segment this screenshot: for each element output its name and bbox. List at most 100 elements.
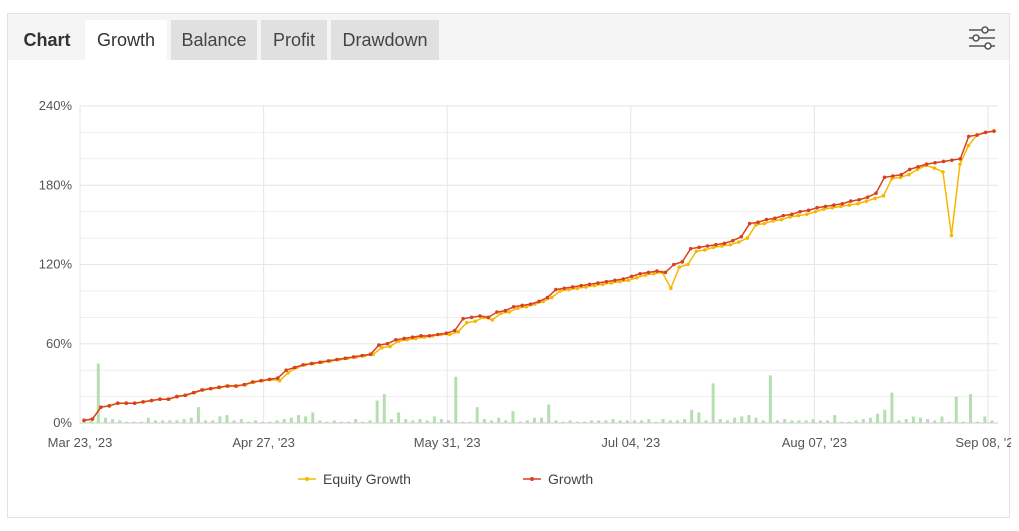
data-point [932, 166, 937, 170]
data-point [881, 194, 886, 198]
data-point [773, 216, 777, 221]
data-point [924, 162, 929, 166]
data-point [217, 385, 221, 390]
data-point [711, 245, 716, 250]
volume-bar [890, 392, 894, 423]
volume-bar [640, 420, 644, 423]
data-point [756, 220, 760, 225]
data-point [259, 378, 263, 383]
volume-bar [582, 421, 586, 423]
data-point [183, 393, 187, 398]
data-point [950, 158, 954, 162]
data-point [520, 303, 524, 308]
volume-bar [990, 420, 994, 423]
data-point [840, 201, 845, 206]
data-point [334, 357, 339, 362]
data-point [469, 315, 474, 320]
data-point [604, 279, 609, 284]
data-point [680, 260, 685, 264]
data-point [495, 310, 499, 314]
tab-chart[interactable]: Chart [23, 30, 71, 50]
sliders-icon[interactable] [967, 24, 997, 52]
data-point [410, 335, 415, 339]
data-point [174, 394, 179, 399]
volume-bar [196, 407, 200, 423]
data-point [745, 236, 750, 240]
data-point [635, 275, 639, 280]
data-point [798, 209, 803, 214]
data-point [975, 133, 979, 137]
volume-bar [683, 419, 687, 423]
volume-bar [254, 420, 258, 423]
volume-bar [618, 420, 622, 423]
data-point [694, 249, 699, 254]
volume-bar [969, 393, 973, 423]
volume-bar [432, 416, 436, 423]
data-point [941, 159, 946, 164]
volume-bar [475, 407, 479, 423]
volume-bar [518, 421, 522, 423]
data-point [343, 356, 348, 361]
volume-bar [733, 417, 737, 423]
data-point [368, 352, 373, 357]
legend-label[interactable]: Equity Growth [323, 471, 411, 487]
data-point [377, 343, 381, 347]
volume-bar [976, 421, 980, 423]
data-point [806, 208, 811, 213]
volume-bar [189, 417, 193, 423]
volume-bar [268, 421, 272, 423]
data-point [388, 344, 392, 349]
tab-drawdown[interactable]: Drawdown [331, 20, 439, 60]
volume-bar [768, 375, 772, 423]
x-tick-label: May 31, '23 [414, 435, 481, 450]
data-point [579, 283, 583, 288]
data-point [309, 361, 314, 366]
volume-bar [447, 420, 451, 423]
data-point [549, 295, 554, 300]
volume-bar [332, 420, 336, 423]
data-point [813, 209, 818, 214]
data-point [158, 397, 162, 402]
data-point [646, 270, 651, 275]
legend[interactable]: Equity Growth Growth [298, 471, 593, 487]
tab-growth[interactable]: Growth [85, 20, 167, 60]
volume-bar [425, 420, 429, 423]
volume-bar [954, 396, 958, 423]
volume-bar [361, 421, 365, 423]
data-point [617, 279, 622, 284]
data-point [720, 244, 724, 248]
volume-bar [218, 416, 222, 423]
volume-bar [482, 419, 486, 423]
data-point [452, 328, 457, 333]
volume-bar [89, 420, 93, 423]
data-point [822, 207, 826, 211]
volume-bar [139, 421, 143, 423]
data-point [326, 359, 331, 363]
data-point [643, 273, 648, 277]
data-point [566, 287, 571, 292]
tab-profit[interactable]: Profit [261, 20, 327, 60]
volume-bars [82, 363, 994, 423]
data-point [864, 199, 869, 203]
data-point [916, 164, 920, 169]
data-point [275, 376, 280, 380]
data-point [456, 330, 461, 334]
data-point [629, 274, 634, 279]
data-point [771, 219, 775, 223]
data-point [856, 201, 860, 206]
data-point [554, 287, 558, 292]
volume-bar [304, 416, 308, 423]
data-point [882, 175, 887, 180]
tab-balance[interactable]: Balance [171, 20, 257, 60]
data-point [596, 281, 600, 285]
data-point [600, 282, 605, 287]
volume-bar [904, 419, 908, 423]
volume-bar [561, 421, 565, 423]
data-point [587, 282, 592, 287]
data-point [613, 278, 617, 283]
data-point [655, 269, 659, 273]
legend-label[interactable]: Growth [548, 471, 593, 487]
data-point [166, 397, 171, 402]
volume-bar [275, 420, 279, 423]
data-point [730, 238, 735, 243]
